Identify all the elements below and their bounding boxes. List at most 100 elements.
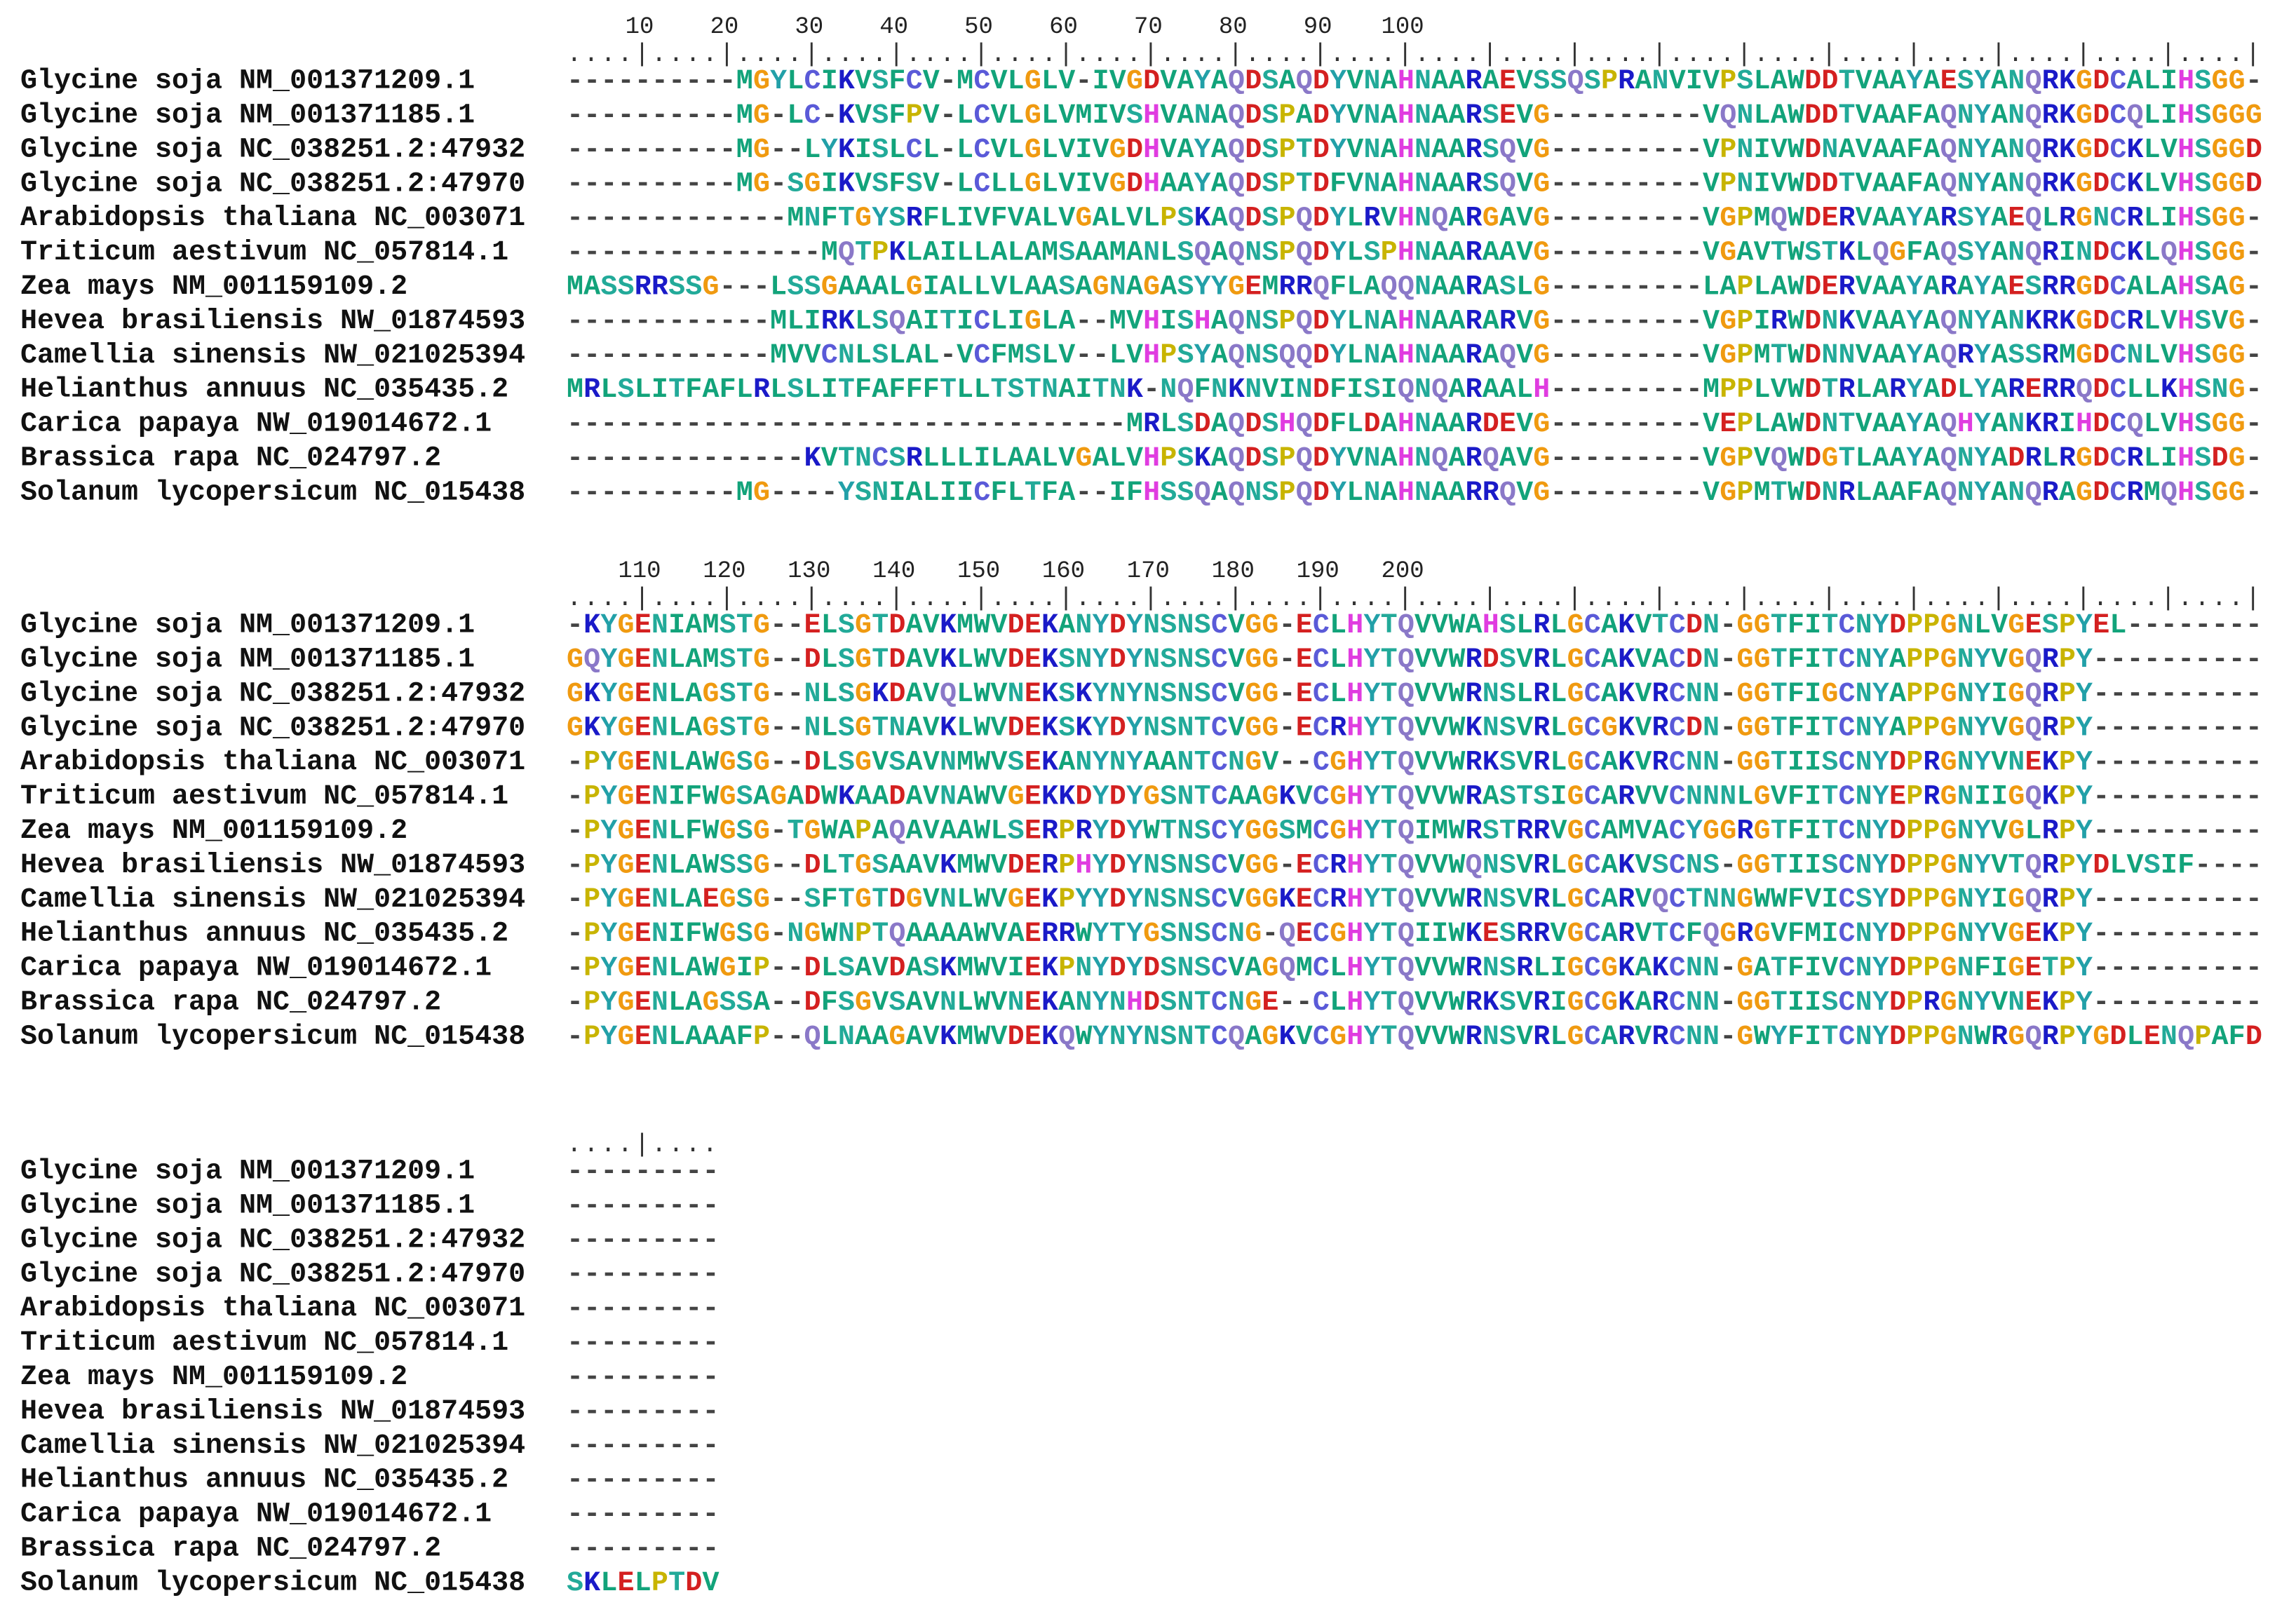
position-number: 150 [957, 558, 1000, 585]
sequence-name: Glycine soja NC_038251.2:47932 [20, 678, 525, 710]
sequence: ----------MG----YSNIALIICFLTFA--IFHSSQAQ… [567, 477, 2262, 508]
sequence: --------- [567, 1327, 719, 1359]
sequence: ---------------MQTPKLAILLALAMSAAMANLSQAQ… [567, 237, 2262, 269]
sequence-name: Helianthus annuus NC_035435.2 [20, 919, 508, 950]
position-number: 160 [1042, 558, 1085, 585]
position-number: 70 [1134, 14, 1163, 41]
sequence-name: Glycine soja NC_038251.2:47970 [20, 168, 525, 200]
sequence: -PYGENIFWGSAGADWKAADAVNAWVGEKKDYDYGSNTCA… [567, 781, 2262, 813]
sequence-name: Glycine soja NC_038251.2:47932 [20, 134, 525, 165]
position-number: 180 [1212, 558, 1255, 585]
sequence: -PYGENLAWGSG--DLSGVSAVNMWVSEKANYNYAANTCN… [567, 747, 2262, 778]
ruler: ....|.... [567, 1130, 717, 1159]
sequence-name: Glycine soja NC_038251.2:47932 [20, 1224, 525, 1256]
sequence-name: Zea mays NM_001159109.2 [20, 815, 407, 847]
sequence: -PYGENLAWSSG--DLTGSAAVKMWVDERPHYDYNSNSCV… [567, 850, 2262, 881]
sequence-name: Carica papaya NW_019014672.1 [20, 409, 492, 440]
position-number: 100 [1381, 14, 1424, 41]
sequence: GKYGENLAGSTG--NLSGKDAVQLWVNEKSKYNYNSNSCV… [567, 678, 2262, 710]
sequence: --------- [567, 1362, 719, 1393]
sequence: GKYGENLAGSTG--NLSGTNAVKLWVDEKSKYDYNSNTCV… [567, 712, 2262, 744]
sequence: --------- [567, 1190, 719, 1221]
sequence-name: Glycine soja NM_001371185.1 [20, 644, 475, 675]
position-number: 10 [626, 14, 654, 41]
sequence: -PYGENLAWGIP--DLSAVDASKMWVIEKPNYDYDSNSCV… [567, 953, 2262, 984]
position-number: 90 [1304, 14, 1332, 41]
sequence: --------- [567, 1430, 719, 1462]
sequence: -PYGENLAGSSA--DFSGVSAVNLWVNEKANYNHDSNTCN… [567, 987, 2262, 1018]
position-number: 190 [1297, 558, 1339, 585]
sequence-name: Glycine soja NM_001371185.1 [20, 1190, 475, 1221]
alignment-block: ....|.... Glycine soja NM_001371209.1 ----… [20, 1130, 719, 1599]
sequence: --------- [567, 1396, 719, 1428]
sequence: GQYGENLAMSTG--DLSGTDAVKLWVDEKSNYDYNSNSCV… [567, 644, 2262, 675]
sequence: ------------MLIRKLSQAITICLIGLA--MVHISHAQ… [567, 306, 2262, 337]
sequence: -KYGENIAMSTG--ELSGTDAVKMWVDEKANYDYNSNSCV… [567, 610, 2262, 642]
sequence-name: Glycine soja NC_038251.2:47970 [20, 1259, 525, 1290]
position-number: 30 [795, 14, 823, 41]
sequence: -PYGENLFWGSG-TGWAPAQAVAAWLSERPRYDYWTNSCY… [567, 815, 2262, 847]
alignment-block: ....|....|....|....|....|....|....|....|… [20, 558, 2262, 1052]
sequence: --------- [567, 1499, 719, 1531]
sequence-name: Helianthus annuus NC_035435.2 [20, 374, 508, 406]
position-number: 50 [964, 14, 993, 41]
position-number: 40 [879, 14, 908, 41]
sequence: --------- [567, 1224, 719, 1256]
position-number: 200 [1381, 558, 1424, 585]
sequence-name: Camellia sinensis NW_021025394 [20, 884, 525, 916]
sequence: ----------MG-SGIKVSFSV-LCLLGLVIVGDHAAYAQ… [567, 168, 2262, 200]
sequence: SKLELPTDV [567, 1567, 719, 1599]
sequence-name: Glycine soja NM_001371209.1 [20, 610, 475, 642]
position-number: 130 [788, 558, 830, 585]
sequence-name: Carica papaya NW_019014672.1 [20, 953, 492, 984]
sequence-name: Brassica rapa NC_024797.2 [20, 442, 441, 474]
sequence-name: Helianthus annuus NC_035435.2 [20, 1465, 508, 1496]
sequence: MRLSLITFAFLRLSLITFAFFFTLLTSTNAITNK-NQFNK… [567, 374, 2262, 406]
position-number: 120 [703, 558, 745, 585]
position-number: 20 [710, 14, 738, 41]
sequence-name: Glycine soja NM_001371209.1 [20, 1156, 475, 1188]
position-number: 60 [1049, 14, 1078, 41]
sequence: ----------MG-LC-KVSFPV-LCVLGLVMIVSHVANAQ… [567, 100, 2262, 131]
sequence: -------------MNFTGYSRFLIVFVALVGALVLPSKAQ… [567, 203, 2262, 234]
sequence-name: Arabidopsis thaliana NC_003071 [20, 1293, 525, 1325]
sequence-name: Triticum aestivum NC_057814.1 [20, 781, 508, 813]
sequence-name: Brassica rapa NC_024797.2 [20, 987, 441, 1018]
sequence-name: Hevea brasiliensis NW_01874593 [20, 850, 525, 881]
sequence-name: Hevea brasiliensis NW_01874593 [20, 306, 525, 337]
sequence-name: Zea mays NM_001159109.2 [20, 1362, 407, 1393]
sequence-name: Glycine soja NM_001371185.1 [20, 100, 475, 131]
sequence-name: Zea mays NM_001159109.2 [20, 271, 407, 303]
sequence: --------- [567, 1465, 719, 1496]
ruler: ....|....|....|....|....|....|....|....|… [567, 584, 2260, 613]
sequence-name: Hevea brasiliensis NW_01874593 [20, 1396, 525, 1428]
sequence: ----------MG--LYKISLCL-LCVLGLVIVGDHVAYAQ… [567, 134, 2262, 165]
sequence-name: Solanum lycopersicum NC_015438 [20, 1567, 525, 1599]
sequence: ----------MGYLCIKVSFCV-MCVLGLV-IVGDVAYAQ… [567, 66, 2262, 97]
sequence: --------- [567, 1293, 719, 1325]
sequence-name: Triticum aestivum NC_057814.1 [20, 1327, 508, 1359]
sequence: -PYGENIFWGSG-NGWNPTQAAAAWVAERRWYTYGSNSCN… [567, 919, 2262, 950]
sequence-name: Arabidopsis thaliana NC_003071 [20, 747, 525, 778]
sequence-name: Camellia sinensis NW_021025394 [20, 1430, 525, 1462]
sequence-name: Triticum aestivum NC_057814.1 [20, 237, 508, 269]
sequence: ------------MVVCNLSLAL-VCFMSLV--LVHPSYAQ… [567, 340, 2262, 372]
position-number: 110 [618, 558, 661, 585]
sequence: --------- [567, 1259, 719, 1290]
sequence: -PYGENLAEGSG--SFTGTDGVNLWVGEKPYYDYNSNSCV… [567, 884, 2262, 916]
sequence: --------- [567, 1156, 719, 1188]
sequence-name: Glycine soja NM_001371209.1 [20, 66, 475, 97]
sequence: ---------------------------------MRLSDAQ… [567, 409, 2262, 440]
ruler: ....|....|....|....|....|....|....|....|… [567, 40, 2260, 69]
position-number: 140 [872, 558, 915, 585]
sequence-name: Solanum lycopersicum NC_015438 [20, 477, 525, 508]
sequence-name: Carica papaya NW_019014672.1 [20, 1499, 492, 1531]
sequence-name: Brassica rapa NC_024797.2 [20, 1533, 441, 1564]
sequence: --------------KVTNCSRLLLILAALVGALVHPSKAQ… [567, 442, 2262, 474]
sequence-name: Solanum lycopersicum NC_015438 [20, 1021, 525, 1052]
sequence-name: Arabidopsis thaliana NC_003071 [20, 203, 525, 234]
alignment-block: ....|....|....|....|....|....|....|....|… [20, 14, 2262, 508]
sequence-name: Glycine soja NC_038251.2:47970 [20, 712, 525, 744]
sequence-name: Camellia sinensis NW_021025394 [20, 340, 525, 372]
